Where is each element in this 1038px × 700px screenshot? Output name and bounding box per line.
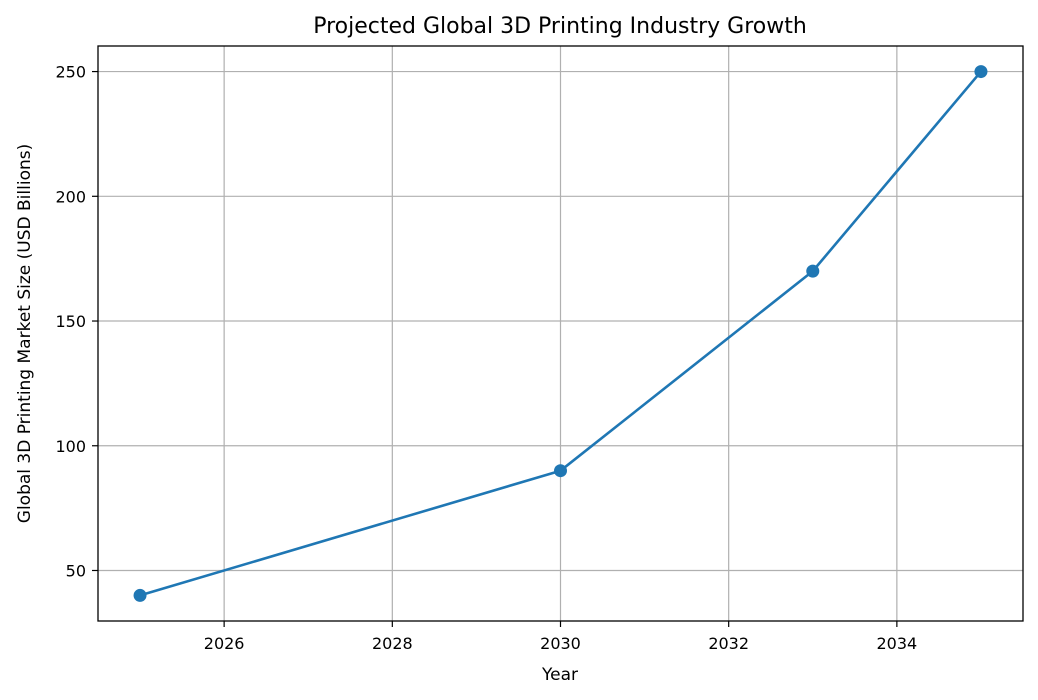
data-point xyxy=(806,264,820,278)
x-axis-label: Year xyxy=(541,665,578,685)
x-tick-label: 2034 xyxy=(877,634,918,653)
x-tick-label: 2028 xyxy=(372,634,413,653)
series-line xyxy=(139,70,982,597)
y-tick-label: 50 xyxy=(66,561,86,580)
y-tick-label: 100 xyxy=(55,437,86,456)
y-tick-label: 150 xyxy=(55,312,86,331)
data-point xyxy=(554,464,567,478)
axis-ticks: 2026 2028 2030 2032 2034 50 100 150 200 250 xyxy=(55,63,917,653)
x-tick-label: 2026 xyxy=(204,634,245,653)
x-tick-label: 2032 xyxy=(708,634,749,653)
grid xyxy=(98,46,1023,621)
series-layer xyxy=(133,65,988,602)
y-tick-label: 250 xyxy=(55,63,86,82)
y-axis-label: Global 3D Printing Market Size (USD Bill… xyxy=(15,144,35,523)
chart-title: Projected Global 3D Printing Industry Gr… xyxy=(313,14,807,39)
y-tick-label: 200 xyxy=(55,187,86,206)
data-point xyxy=(974,65,988,79)
x-tick-label: 2030 xyxy=(540,634,581,653)
data-point xyxy=(133,588,147,602)
